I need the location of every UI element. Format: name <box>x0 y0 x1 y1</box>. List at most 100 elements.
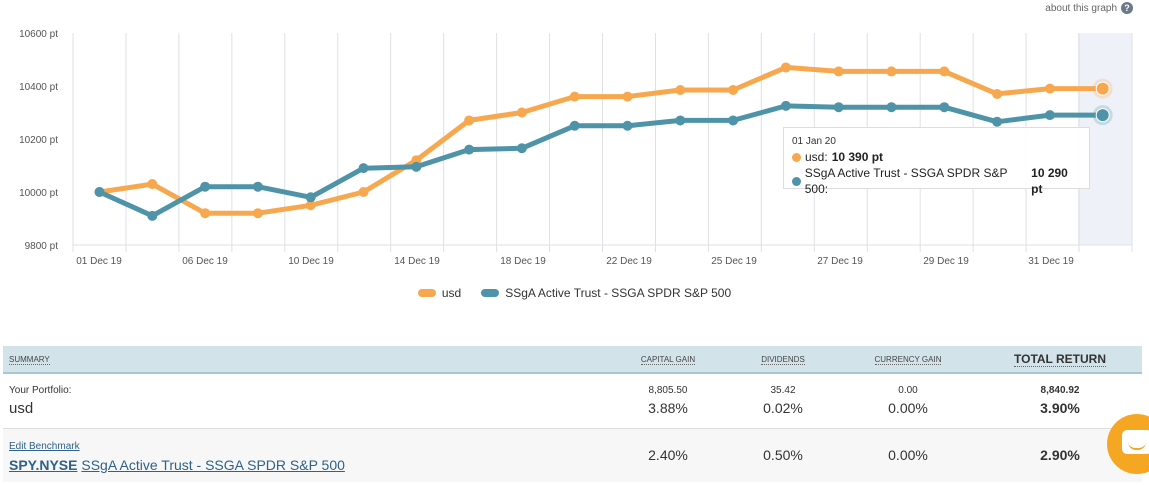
data-point <box>464 115 474 125</box>
data-point <box>1096 109 1109 122</box>
chart-tooltip: 01 Jan 20 usd: 10 390 pt SSgA Active Tru… <box>783 127 1090 189</box>
benchmark-name-line: SPY.NYSE SSgA Active Trust - SSGA SPDR S… <box>9 455 608 475</box>
tooltip-label: usd: <box>805 149 828 165</box>
dividends-amount: 35.42 <box>728 384 838 398</box>
benchmark-label-cell: Edit Benchmark SPY.NYSE SSgA Active Trus… <box>3 428 608 482</box>
portfolio-label: Your Portfolio: <box>9 383 608 399</box>
benchmark-dividends-pct: 0.50% <box>728 445 838 465</box>
data-point <box>570 121 580 131</box>
capital-gain-pct: 3.88% <box>608 398 728 418</box>
legend-item-usd[interactable]: usd <box>418 286 461 300</box>
y-tick-label: 10600 pt <box>19 29 58 40</box>
tooltip-value: 10 290 pt <box>1031 165 1081 197</box>
total-pct: 3.90% <box>978 398 1142 418</box>
currency-gain-pct: 0.00% <box>838 398 978 418</box>
header-dividends[interactable]: DIVIDENDS <box>728 346 838 373</box>
header-total-return[interactable]: TOTAL RETURN <box>978 346 1142 373</box>
portfolio-label-cell: Your Portfolio: usd <box>3 373 608 428</box>
benchmark-dot-icon <box>792 177 801 186</box>
benchmark-currency-gain: 0.00% <box>838 428 978 482</box>
legend-benchmark-icon <box>481 289 499 297</box>
data-point <box>887 66 897 76</box>
currency-gain-amount: 0.00 <box>838 384 978 398</box>
data-point <box>834 66 844 76</box>
header-currency-gain[interactable]: CURRENCY GAIN <box>838 346 978 373</box>
tooltip-row-usd: usd: 10 390 pt <box>792 149 1081 165</box>
legend-item-benchmark[interactable]: SSgA Active Trust - SSGA SPDR S&P 500 <box>481 286 731 300</box>
header-summary[interactable]: SUMMARY <box>3 346 608 373</box>
data-point <box>200 182 210 192</box>
y-tick-label: 10400 pt <box>19 82 58 93</box>
capital-gain-amount: 8,805.50 <box>608 384 728 398</box>
data-point <box>675 115 685 125</box>
benchmark-capital-gain: 2.40% <box>608 428 728 482</box>
usd-dot-icon <box>792 153 801 162</box>
summary-table: SUMMARY CAPITAL GAIN DIVIDENDS CURRENCY … <box>3 346 1142 482</box>
total-amount: 8,840.92 <box>978 384 1142 398</box>
data-point <box>411 162 421 172</box>
data-point <box>464 145 474 155</box>
data-point <box>1045 84 1055 94</box>
portfolio-name: usd <box>9 399 608 419</box>
edit-benchmark-link[interactable]: Edit Benchmark <box>9 439 80 455</box>
data-point <box>834 102 844 112</box>
data-point <box>200 208 210 218</box>
benchmark-name-link[interactable]: SSgA Active Trust - SSGA SPDR S&P 500 <box>81 457 345 473</box>
y-tick-label: 9800 pt <box>25 241 59 252</box>
dividends-pct: 0.02% <box>728 398 838 418</box>
x-tick-label: 29 Dec 19 <box>923 256 969 267</box>
legend-label: usd <box>442 286 461 300</box>
data-point <box>939 102 949 112</box>
data-point <box>359 163 369 173</box>
data-point <box>781 62 791 72</box>
data-point <box>517 108 527 118</box>
header-capital-gain[interactable]: CAPITAL GAIN <box>608 346 728 373</box>
data-point <box>781 101 791 111</box>
data-point <box>253 182 263 192</box>
data-point <box>623 92 633 102</box>
x-tick-label: 10 Dec 19 <box>288 256 334 267</box>
legend-label: SSgA Active Trust - SSGA SPDR S&P 500 <box>505 286 731 300</box>
tooltip-label: SSgA Active Trust - SSGA SPDR S&P 500: <box>805 165 1027 197</box>
benchmark-row: Edit Benchmark SPY.NYSE SSgA Active Trus… <box>3 428 1142 482</box>
x-tick-label: 31 Dec 19 <box>1028 256 1074 267</box>
data-point <box>1096 82 1109 95</box>
benchmark-dividends: 0.50% <box>728 428 838 482</box>
data-point <box>623 121 633 131</box>
y-axis-ticks: 10600 pt 10400 pt 10200 pt 10000 pt 9800 pt <box>19 29 58 252</box>
data-point <box>939 66 949 76</box>
data-point <box>570 92 580 102</box>
data-point <box>306 192 316 202</box>
x-tick-label: 22 Dec 19 <box>606 256 652 267</box>
benchmark-ticker-link[interactable]: SPY.NYSE <box>9 457 77 473</box>
tooltip-row-benchmark: SSgA Active Trust - SSGA SPDR S&P 500: 1… <box>792 165 1081 197</box>
x-tick-label: 27 Dec 19 <box>817 256 863 267</box>
data-point <box>147 211 157 221</box>
x-tick-label: 06 Dec 19 <box>182 256 228 267</box>
data-point <box>992 89 1002 99</box>
benchmark-currency-gain-pct: 0.00% <box>838 445 978 465</box>
data-point <box>675 85 685 95</box>
portfolio-dividends: 35.42 0.02% <box>728 373 838 428</box>
legend-usd-icon <box>418 289 436 297</box>
x-tick-label: 01 Dec 19 <box>76 256 122 267</box>
data-point <box>359 187 369 197</box>
data-point <box>253 208 263 218</box>
portfolio-row: Your Portfolio: usd 8,805.50 3.88% 35.42… <box>3 373 1142 428</box>
data-point <box>95 187 105 197</box>
portfolio-currency-gain: 0.00 0.00% <box>838 373 978 428</box>
data-point <box>728 115 738 125</box>
y-tick-label: 10000 pt <box>19 188 58 199</box>
tooltip-date: 01 Jan 20 <box>792 136 1081 147</box>
summary-header-row: SUMMARY CAPITAL GAIN DIVIDENDS CURRENCY … <box>3 346 1142 373</box>
data-point <box>992 117 1002 127</box>
data-point <box>728 85 738 95</box>
x-tick-label: 18 Dec 19 <box>500 256 546 267</box>
portfolio-capital-gain: 8,805.50 3.88% <box>608 373 728 428</box>
data-point <box>517 143 527 153</box>
x-tick-label: 14 Dec 19 <box>394 256 440 267</box>
x-axis-ticks: 01 Dec 19 06 Dec 19 10 Dec 19 14 Dec 19 18 D… <box>76 256 1074 267</box>
data-point <box>147 179 157 189</box>
x-tick-label: 25 Dec 19 <box>711 256 757 267</box>
chart-legend: usd SSgA Active Trust - SSGA SPDR S&P 50… <box>0 286 1149 300</box>
